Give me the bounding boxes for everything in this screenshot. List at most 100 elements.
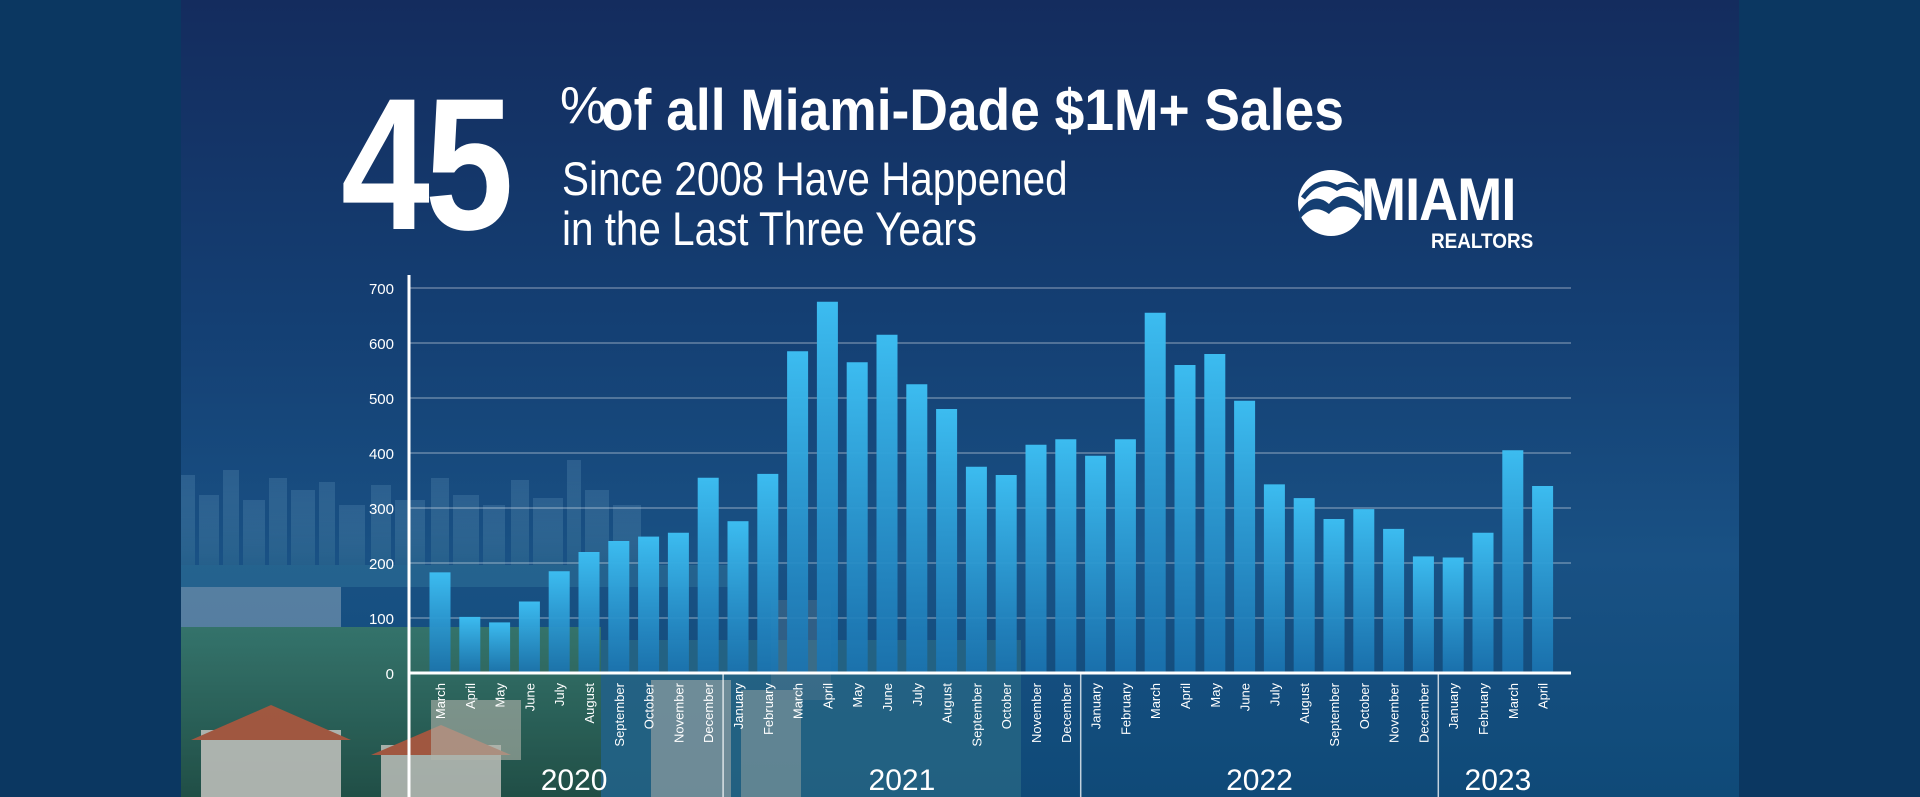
y-tick-label: 500: [369, 391, 394, 408]
bar: [489, 622, 511, 673]
x-tick-label: June: [522, 683, 537, 711]
bar: [1383, 528, 1405, 673]
x-tick-label: April: [1178, 683, 1193, 709]
headline-subtitle-line2: in the Last Three Years: [562, 202, 977, 255]
infographic-poster: 0 100 200 300 400 500 600 700 March April May June…: [181, 0, 1739, 797]
bar: [1114, 439, 1136, 673]
headline-title: of all Miami-Dade $1M+ Sales: [601, 78, 1344, 143]
x-tick-label: January: [1089, 683, 1104, 730]
bar-series: [429, 301, 1554, 673]
x-tick-label: January: [731, 683, 746, 730]
x-tick-label: August: [1297, 683, 1312, 724]
x-tick-label: September: [969, 682, 984, 746]
x-tick-label: October: [1357, 682, 1372, 729]
bar: [787, 351, 809, 673]
bar: [1174, 365, 1196, 673]
bar: [846, 362, 868, 673]
bar: [667, 532, 689, 673]
bar: [995, 475, 1017, 673]
year-label: 2020: [541, 764, 608, 797]
x-tick-label: July: [910, 683, 925, 707]
year-label: 2023: [1465, 764, 1532, 797]
x-tick-label: July: [1267, 683, 1282, 707]
x-tick-label: May: [850, 683, 865, 708]
bar: [697, 477, 719, 673]
bar: [1025, 444, 1047, 673]
bar: [1055, 439, 1077, 673]
y-axis-tick-labels: 0 100 200 300 400 500 600 700: [369, 281, 394, 683]
bar: [459, 616, 481, 673]
bar: [429, 572, 451, 673]
x-tick-label: August: [940, 683, 955, 724]
bar: [1085, 455, 1107, 673]
bar: [757, 473, 779, 673]
x-tick-label: February: [1118, 683, 1133, 736]
y-tick-label: 100: [369, 611, 394, 628]
x-tick-label: December: [701, 682, 716, 743]
y-tick-label: 700: [369, 281, 394, 298]
x-tick-label: March: [1148, 683, 1163, 719]
miami-realtors-logo: MIAMI REALTORS: [1291, 168, 1551, 258]
x-tick-label: December: [1416, 682, 1431, 743]
bar: [1353, 509, 1375, 673]
x-tick-label: August: [582, 683, 597, 724]
x-tick-label: January: [1446, 683, 1461, 730]
bar: [906, 384, 928, 673]
y-tick-label: 300: [369, 501, 394, 518]
bar: [816, 301, 838, 673]
y-tick-label: 400: [369, 446, 394, 463]
bar: [936, 409, 958, 673]
bar: [965, 466, 987, 673]
x-tick-label: May: [1208, 683, 1223, 708]
x-tick-label: September: [1327, 682, 1342, 746]
y-tick-label: 0: [386, 666, 394, 683]
logo-subtitle: REALTORS: [1431, 230, 1534, 253]
bar: [1144, 312, 1166, 673]
miami-realtors-logo-icon: [1298, 170, 1364, 236]
x-tick-label: February: [761, 683, 776, 736]
x-tick-label: March: [433, 683, 448, 719]
bar: [876, 334, 898, 673]
x-tick-label: June: [1238, 683, 1253, 711]
x-tick-label: November: [1387, 682, 1402, 743]
bar: [1323, 519, 1345, 673]
bar: [1472, 532, 1494, 673]
x-tick-label: December: [1059, 682, 1074, 743]
y-tick-label: 600: [369, 336, 394, 353]
x-tick-label: March: [1506, 683, 1521, 719]
x-tick-label: September: [612, 682, 627, 746]
x-tick-label: June: [880, 683, 895, 711]
bar: [1442, 557, 1464, 673]
x-tick-label: November: [671, 682, 686, 743]
x-tick-label: October: [999, 682, 1014, 729]
bar: [578, 552, 600, 673]
x-tick-label: April: [1536, 683, 1551, 709]
year-label: 2021: [869, 764, 936, 797]
x-tick-label: November: [1029, 682, 1044, 743]
bar: [1532, 486, 1554, 673]
bar: [727, 521, 749, 673]
bar: [548, 571, 570, 673]
logo-name: MIAMI: [1361, 166, 1516, 233]
bar-chart: 0 100 200 300 400 500 600 700 March April May June…: [181, 275, 1571, 797]
bar: [1502, 450, 1524, 673]
bar: [1412, 556, 1434, 673]
x-tick-label: April: [820, 683, 835, 709]
x-tick-label: July: [552, 683, 567, 707]
x-tick-label: March: [791, 683, 806, 719]
x-tick-label: April: [463, 683, 478, 709]
x-axis-month-labels: March April May June July August September Octo…: [433, 682, 1551, 746]
x-tick-label: May: [493, 683, 508, 708]
bar: [638, 536, 660, 673]
bar: [518, 601, 540, 673]
headline-number: 45: [341, 59, 514, 269]
grid-lines: [409, 287, 1571, 619]
year-label: 2022: [1226, 764, 1293, 797]
skyline-decoration: [181, 460, 1021, 797]
y-tick-label: 200: [369, 556, 394, 573]
bar: [608, 541, 630, 673]
headline-subtitle-line1: Since 2008 Have Happened: [562, 152, 1068, 205]
year-group-labels: 2020 2021 2022 2023: [541, 673, 1532, 797]
x-tick-label: October: [642, 682, 657, 729]
bar: [1234, 400, 1256, 673]
